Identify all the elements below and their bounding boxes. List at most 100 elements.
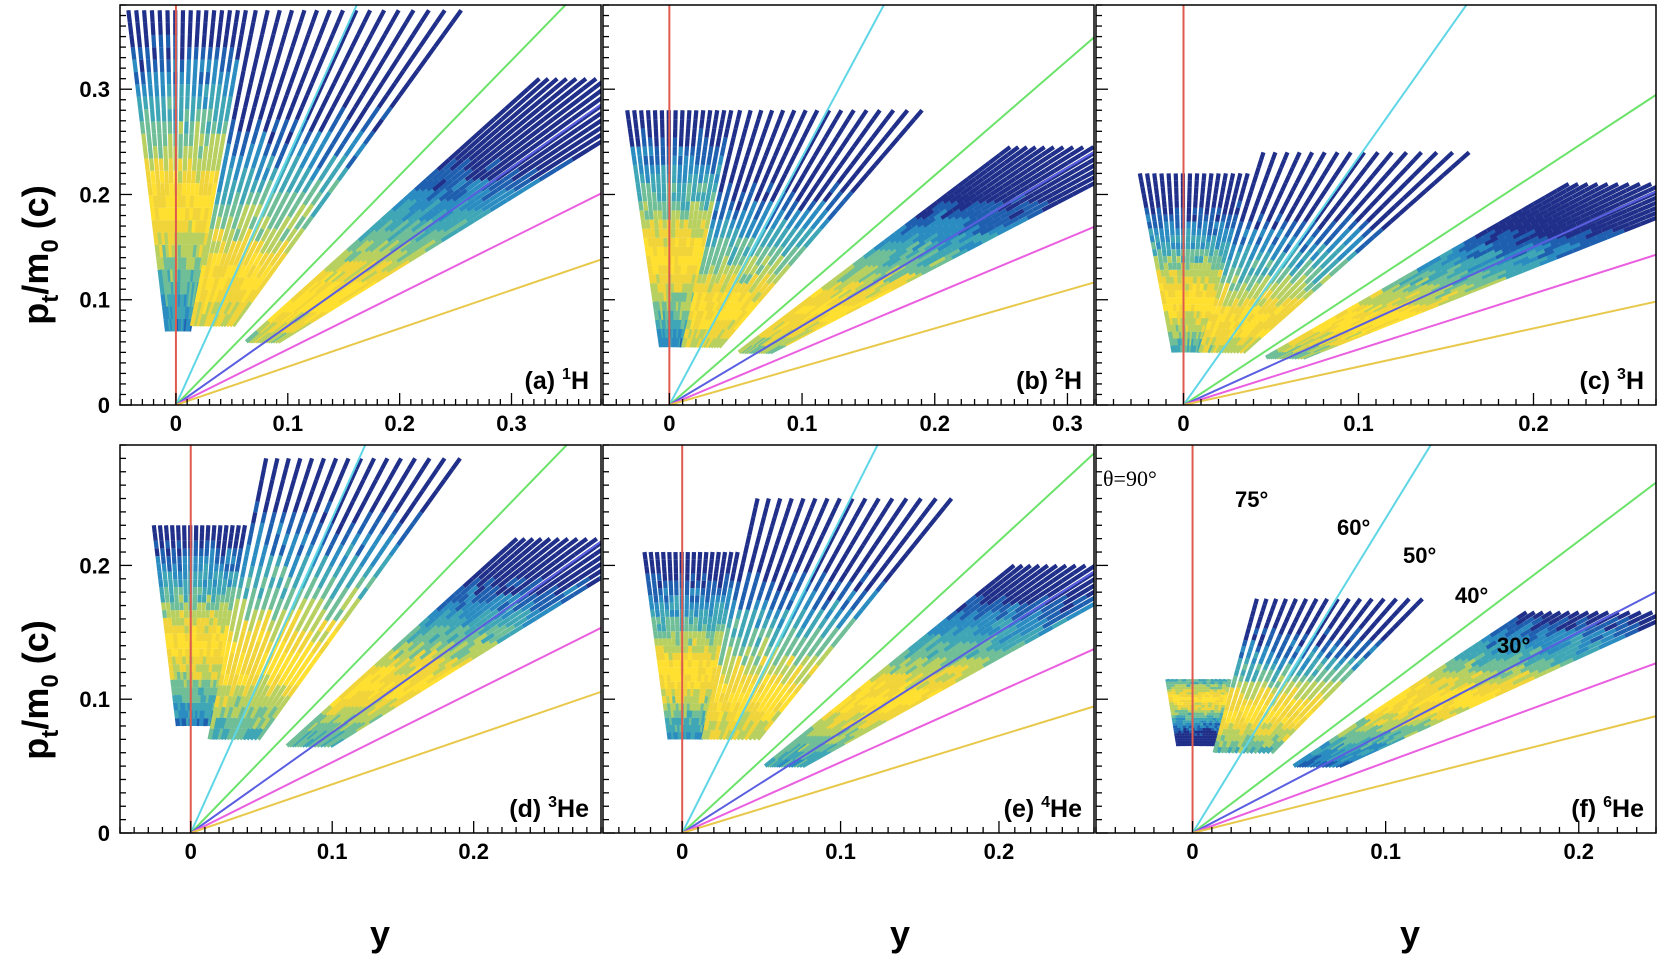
heatmap-cell: [1318, 151, 1327, 162]
heatmap-cell: [800, 182, 811, 194]
heatmap-cell: [1037, 192, 1054, 205]
heatmap-cell: [342, 249, 358, 263]
heatmap-cell: [1210, 305, 1217, 315]
heatmap-cell: [222, 276, 232, 291]
heatmap-cell: [218, 571, 224, 580]
heatmap-cell: [224, 288, 235, 303]
heatmap-cell: [1605, 215, 1624, 226]
heatmap-cell: [206, 207, 213, 221]
heatmap-cell: [245, 119, 254, 133]
heatmap-cell: [1361, 204, 1373, 216]
heatmap-cell: [1228, 335, 1238, 346]
heatmap-cell: [685, 319, 692, 330]
heatmap-cell: [175, 664, 180, 673]
heatmap-cell: [221, 617, 227, 626]
heatmap-cell: [910, 247, 926, 260]
heatmap-cell: [238, 727, 248, 741]
heatmap-cell: [1196, 228, 1202, 236]
heatmap-cell: [1483, 235, 1499, 246]
heatmap-cell: [315, 82, 326, 97]
heatmap-cell: [1220, 186, 1226, 195]
heatmap-cell: [170, 648, 176, 657]
heatmap-cell: [744, 173, 752, 184]
heatmap-cell: [1270, 312, 1282, 324]
heatmap-cell: [127, 22, 134, 36]
heatmap-cell: [725, 209, 733, 221]
heatmap-cell: [634, 128, 640, 138]
heatmap-cell: [158, 145, 164, 159]
heatmap-cell: [757, 200, 766, 212]
heatmap-cell: [475, 147, 491, 162]
heatmap-cell: [401, 248, 420, 263]
heatmap-cell: [715, 137, 722, 148]
heatmap-cell: [260, 511, 267, 524]
heatmap-cell: [758, 327, 772, 339]
heatmap-cell: [651, 192, 657, 202]
heatmap-cell: [321, 279, 337, 293]
heatmap-cell: [1245, 220, 1253, 231]
heatmap-cell: [367, 69, 379, 85]
heatmap-cell: [148, 96, 155, 110]
heatmap-cell: [252, 94, 260, 108]
heatmap-cell: [332, 479, 342, 492]
heatmap-cell: [864, 136, 875, 148]
heatmap-cell: [159, 59, 165, 73]
heatmap-cell: [1011, 153, 1026, 165]
heatmap-cell: [882, 271, 898, 284]
heatmap-cell: [214, 602, 220, 611]
heatmap-cell: [1073, 161, 1090, 173]
heatmap-cell: [1005, 169, 1020, 181]
heatmap-cell: [415, 57, 428, 73]
heatmap-cell: [238, 630, 246, 643]
heatmap-cell: [652, 283, 659, 293]
heatmap-cell: [1538, 215, 1554, 226]
heatmap-cell: [279, 587, 288, 600]
heatmap-cell: [1171, 324, 1177, 332]
heatmap-cell: [224, 108, 231, 122]
heatmap-cell: [1238, 193, 1245, 202]
heatmap-cell: [703, 246, 710, 257]
heatmap-cell: [219, 717, 227, 730]
heatmap-cell: [232, 300, 244, 316]
heatmap-cell: [1167, 262, 1173, 270]
heatmap-cell: [259, 240, 271, 255]
heatmap-cell: [279, 143, 289, 157]
heatmap-cell: [396, 198, 412, 212]
heatmap-cell: [749, 200, 758, 212]
heatmap-cell: [1242, 228, 1250, 238]
heatmap-cell: [1164, 269, 1170, 277]
heatmap-cell: [1235, 335, 1246, 347]
heatmap-cell: [328, 554, 339, 568]
heatmap-cell: [366, 228, 382, 243]
heatmap-cell: [1248, 213, 1255, 223]
heatmap-cell: [370, 259, 388, 273]
panel-d: 0 0.1 0.200.10.2(d) 3He: [79, 444, 629, 864]
heatmap-cell: [657, 274, 663, 284]
heatmap-cell: [200, 219, 208, 233]
heatmap-cell: [326, 82, 337, 97]
heatmap-cell: [1514, 235, 1531, 246]
heatmap-cell: [264, 46, 273, 60]
heatmap-cell: [555, 544, 569, 557]
heatmap-cell: [260, 21, 267, 36]
heatmap-cell: [183, 220, 189, 233]
heatmap-cell: [167, 257, 173, 270]
heatmap-cell: [731, 227, 740, 239]
heatmap-cell: [376, 228, 392, 243]
heatmap-cell: [1203, 343, 1211, 354]
heatmap-cell: [258, 155, 267, 169]
heatmap-cell: [1327, 250, 1339, 262]
heatmap-cell: [949, 192, 963, 205]
heatmap-cell: [454, 147, 469, 162]
heatmap-cell: [372, 82, 384, 97]
heatmap-cell: [259, 716, 271, 730]
heatmap-cell: [711, 255, 718, 266]
heatmap-cell: [198, 694, 204, 703]
heatmap-cell: [1415, 288, 1433, 300]
heatmap-cell: [655, 246, 661, 257]
heatmap-cell: [979, 224, 996, 236]
heatmap-cell: [617, 539, 629, 547]
heatmap-cell: [471, 608, 485, 621]
heatmap-cell: [1220, 274, 1227, 284]
heatmap-cell: [1398, 150, 1409, 162]
